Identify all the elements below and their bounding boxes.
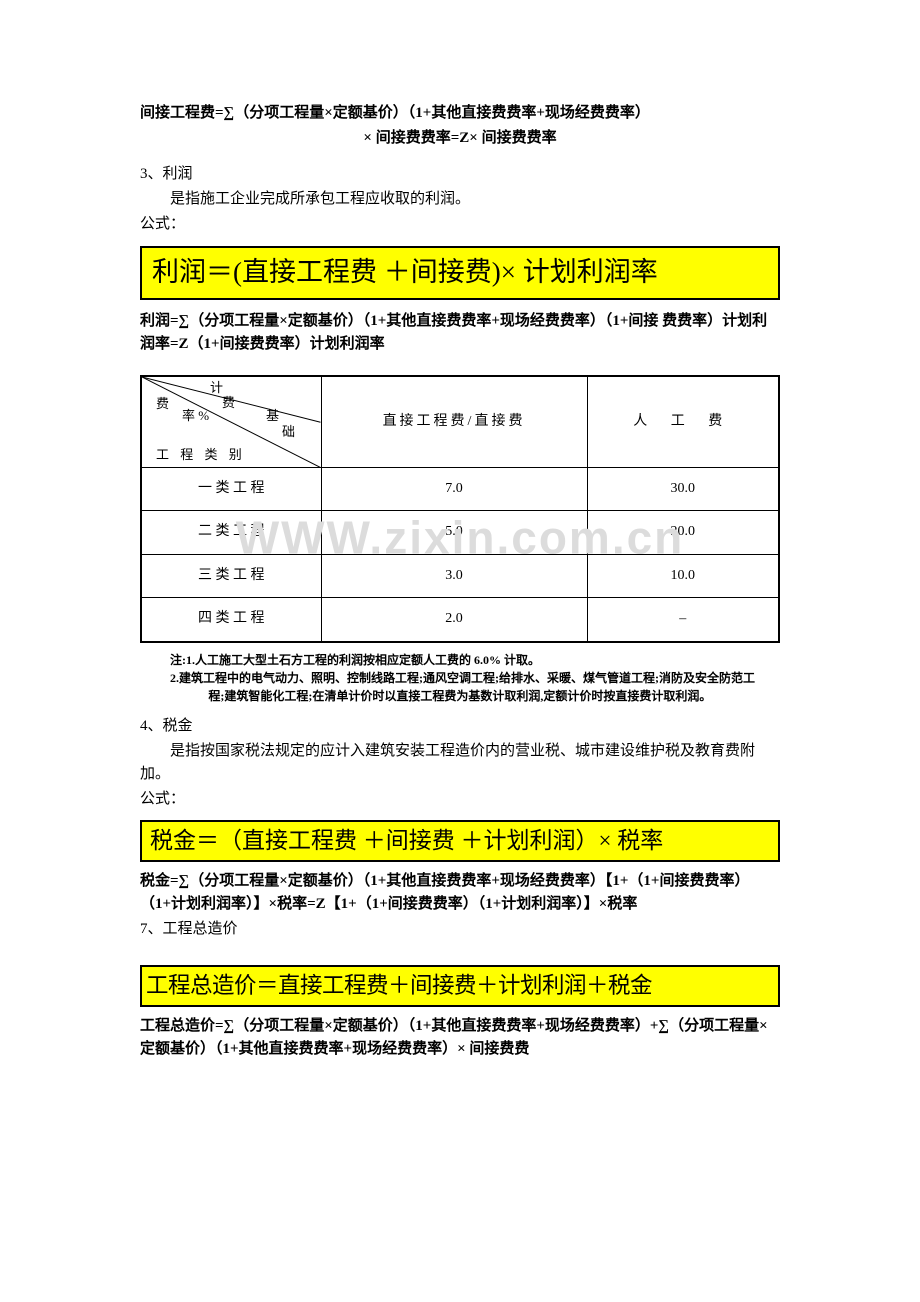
diag-base: 基	[266, 409, 279, 423]
table-row: 三 类 工 程 3.0 10.0	[141, 554, 779, 597]
row-v1: 2.0	[321, 598, 587, 642]
profit-text: 利润=∑（分项工程量×定额基价）（1+其他直接费费率+现场经费费率）（1+间接 …	[140, 310, 780, 357]
rate-table: 计 费 费 率 % 基 础 工 程 类 别 直接工程费/直接费 人 工 费 一 …	[140, 375, 780, 643]
tax-text: 税金=∑（分项工程量×定额基价）（1+其他直接费费率+现场经费费率）【1+（1+…	[140, 870, 780, 917]
section7-heading: 7、工程总造价	[140, 918, 780, 941]
table-row: 二 类 工 程 5.0 20.0	[141, 511, 779, 554]
diag-bottom: 工 程 类 别	[156, 448, 246, 462]
diag-base2: 础	[282, 425, 295, 439]
row-v1: 5.0	[321, 511, 587, 554]
total-text: 工程总造价=∑（分项工程量×定额基价）（1+其他直接费费率+现场经费费率）+∑（…	[140, 1015, 780, 1062]
note-2a: 2.建筑工程中的电气动力、照明、控制线路工程;通风空调工程;给排水、采暖、煤气管…	[170, 669, 780, 687]
table-notes: 注:1.人工施工大型土石方工程的利润按相应定额人工费的 6.0% 计取。 2.建…	[170, 651, 780, 705]
row-v2: 10.0	[587, 554, 779, 597]
total-formula-box: 工程总造价＝直接工程费＋间接费＋计划利润＋税金	[140, 965, 780, 1006]
note-1: 注:1.人工施工大型土石方工程的利润按相应定额人工费的 6.0% 计取。	[170, 651, 780, 669]
row-label: 三 类 工 程	[141, 554, 321, 597]
profit-formula-box: 利润＝(直接工程费 ＋间接费)× 计划利润率	[140, 246, 780, 300]
row-v2: 30.0	[587, 468, 779, 511]
intro-formula-line2: × 间接费费率=Z× 间接费费率	[140, 127, 780, 150]
row-v1: 3.0	[321, 554, 587, 597]
diag-fee: 费	[156, 397, 169, 411]
tax-formula-box: 税金＝（直接工程费 ＋间接费 ＋计划利润）× 税率	[140, 820, 780, 862]
table-row: 四 类 工 程 2.0 –	[141, 598, 779, 642]
table-header-row: 计 费 费 率 % 基 础 工 程 类 别 直接工程费/直接费 人 工 费	[141, 376, 779, 468]
diag-top: 计	[210, 381, 223, 395]
section3-desc: 是指施工企业完成所承包工程应收取的利润。	[140, 188, 780, 211]
diag-rate: 费	[222, 396, 235, 410]
row-label: 一 类 工 程	[141, 468, 321, 511]
row-v2: 20.0	[587, 511, 779, 554]
row-label: 二 类 工 程	[141, 511, 321, 554]
row-v1: 7.0	[321, 468, 587, 511]
section3-formula-label: 公式：	[140, 213, 780, 236]
table-row: 一 类 工 程 7.0 30.0	[141, 468, 779, 511]
section4-desc: 是指按国家税法规定的应计入建筑安装工程造价内的营业税、城市建设维护税及教育费附加…	[140, 740, 780, 787]
section3-heading: 3、利润	[140, 163, 780, 186]
section4-heading: 4、税金	[140, 715, 780, 738]
col2-header: 直接工程费/直接费	[321, 376, 587, 468]
section4-formula-label: 公式：	[140, 788, 780, 811]
note-2b: 程;建筑智能化工程;在清单计价时以直接工程费为基数计取利润,定额计价时按直接费计…	[170, 687, 780, 705]
row-v2: –	[587, 598, 779, 642]
intro-formula-line1: 间接工程费=∑（分项工程量×定额基价）（1+其他直接费费率+现场经费费率）	[140, 102, 780, 125]
diag-percent: 率 %	[182, 409, 209, 423]
diag-header-cell: 计 费 费 率 % 基 础 工 程 类 别	[141, 376, 321, 468]
row-label: 四 类 工 程	[141, 598, 321, 642]
col3-header: 人 工 费	[587, 376, 779, 468]
